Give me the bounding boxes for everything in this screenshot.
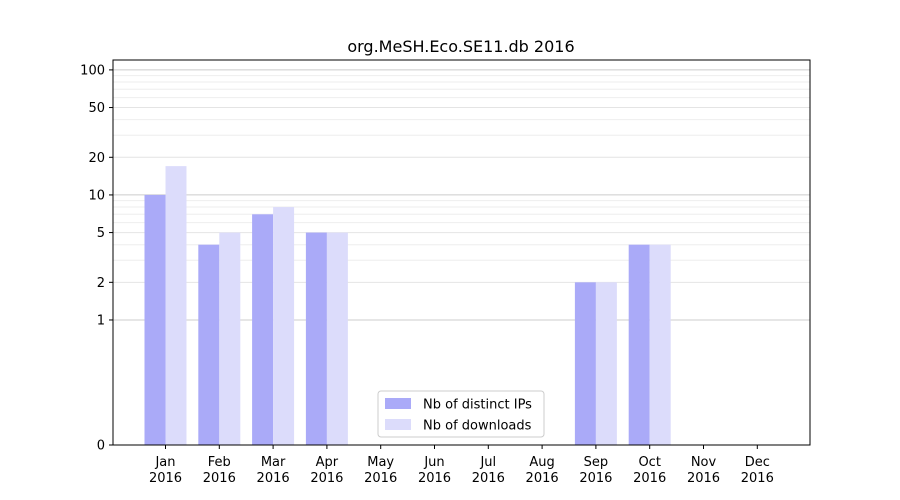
x-axis: Jan2016Feb2016Mar2016Apr2016May2016Jun20… bbox=[149, 445, 774, 486]
bar-ips-sep bbox=[574, 282, 596, 445]
x-tick-label-month: Jul bbox=[479, 455, 496, 470]
x-tick-label-year: 2016 bbox=[687, 471, 720, 486]
bar-downloads-apr bbox=[326, 232, 348, 445]
x-tick-label-month: Aug bbox=[529, 455, 554, 470]
x-tick-label-year: 2016 bbox=[418, 471, 451, 486]
grid bbox=[113, 69, 810, 321]
legend: Nb of distinct IPs Nb of downloads bbox=[377, 390, 545, 438]
y-tick-label: 100 bbox=[80, 63, 105, 78]
x-tick-label-year: 2016 bbox=[149, 471, 182, 486]
bar-downloads-jan bbox=[165, 166, 187, 445]
x-tick-label-year: 2016 bbox=[579, 471, 612, 486]
bar-downloads-oct bbox=[649, 244, 671, 445]
x-tick-label-year: 2016 bbox=[364, 471, 397, 486]
y-tick-label: 0 bbox=[97, 439, 105, 454]
legend-label-ips: Nb of distinct IPs bbox=[423, 398, 532, 413]
plot-frame bbox=[112, 59, 811, 446]
legend-swatch-ips bbox=[385, 398, 411, 409]
bar-ips-feb bbox=[198, 244, 220, 445]
x-tick-label-month: Oct bbox=[638, 455, 660, 470]
legend-box bbox=[377, 390, 545, 438]
x-tick-label-year: 2016 bbox=[472, 471, 505, 486]
bars bbox=[144, 166, 671, 445]
bar-ips-oct bbox=[628, 244, 650, 445]
bar-downloads-mar bbox=[273, 207, 295, 445]
x-tick-label-month: Jun bbox=[423, 455, 444, 470]
bar-downloads-sep bbox=[595, 282, 617, 445]
x-tick-label-month: Sep bbox=[584, 455, 609, 470]
x-tick-label-year: 2016 bbox=[633, 471, 666, 486]
x-tick-label-month: Apr bbox=[316, 455, 339, 470]
y-tick-label: 10 bbox=[88, 188, 105, 203]
legend-label-downloads: Nb of downloads bbox=[423, 419, 532, 434]
bar-ips-jan bbox=[144, 194, 166, 445]
x-tick-label-year: 2016 bbox=[257, 471, 290, 486]
x-tick-label-month: Nov bbox=[691, 455, 717, 470]
y-tick-label: 50 bbox=[88, 101, 105, 116]
x-tick-label-month: May bbox=[367, 455, 394, 470]
y-tick-label: 1 bbox=[97, 313, 105, 328]
x-tick-label-month: Feb bbox=[208, 455, 231, 470]
x-tick-label-year: 2016 bbox=[203, 471, 236, 486]
y-axis: 0 1 2 5 10 20 50 100 bbox=[80, 63, 113, 454]
bar-ips-mar bbox=[252, 214, 274, 445]
x-tick-label-month: Mar bbox=[261, 455, 286, 470]
bar-downloads-feb bbox=[219, 232, 241, 445]
x-tick-label-year: 2016 bbox=[310, 471, 343, 486]
legend-swatch-downloads bbox=[385, 419, 411, 430]
y-tick-label: 2 bbox=[97, 276, 105, 291]
x-tick-label-year: 2016 bbox=[741, 471, 774, 486]
x-tick-label-year: 2016 bbox=[526, 471, 559, 486]
chart-title: org.MeSH.Eco.SE11.db 2016 bbox=[347, 37, 574, 56]
x-tick-label-month: Jan bbox=[154, 455, 175, 470]
bar-ips-apr bbox=[305, 232, 327, 445]
y-tick-label: 5 bbox=[97, 226, 105, 241]
y-tick-label: 20 bbox=[88, 151, 105, 166]
x-tick-label-month: Dec bbox=[745, 455, 770, 470]
